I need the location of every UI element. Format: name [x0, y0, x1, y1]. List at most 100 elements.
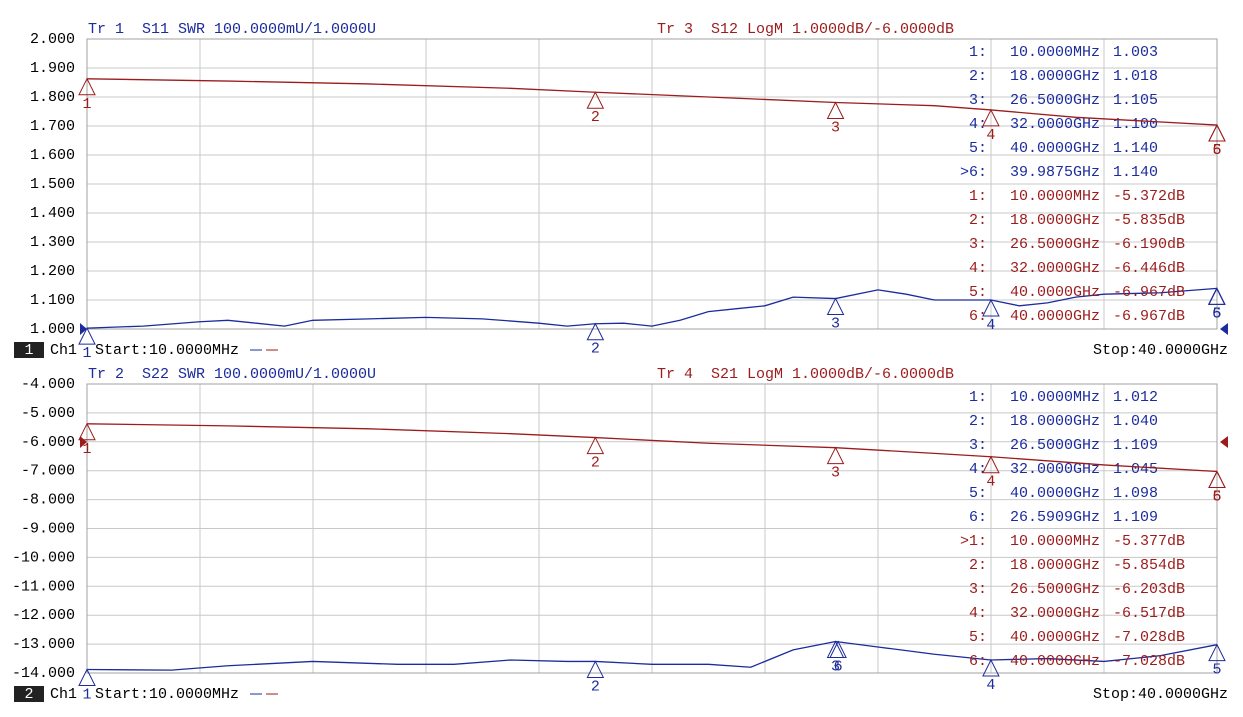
- marker-index: 4:: [969, 260, 987, 277]
- marker-label: 1: [82, 441, 91, 458]
- marker-label: 4: [986, 127, 995, 144]
- y-tick-label: 1.300: [30, 234, 75, 251]
- marker-value: -6.203dB: [1113, 581, 1185, 598]
- marker-label: 5: [1212, 142, 1221, 159]
- y-tick-label: -10.000: [12, 549, 75, 566]
- marker-index: 1:: [969, 389, 987, 406]
- marker-value: -5.377dB: [1113, 533, 1185, 550]
- y-tick-label: -8.000: [21, 492, 75, 509]
- channel-label: Ch1: [50, 686, 77, 703]
- plot-frame: [86, 383, 1218, 674]
- y-tick-label: 2.000: [30, 31, 75, 48]
- y-tick-label: 1.600: [30, 147, 75, 164]
- y-tick-label: -5.000: [21, 405, 75, 422]
- marker-frequency: 26.5000GHz: [1010, 581, 1100, 598]
- marker-value: -6.190dB: [1113, 236, 1185, 253]
- channel-label: Ch1: [50, 342, 77, 359]
- marker-index: 5:: [969, 629, 987, 646]
- marker-label: 4: [986, 474, 995, 491]
- marker-index: 4:: [969, 461, 987, 478]
- marker-label: 3: [831, 119, 840, 136]
- trace-header: Tr 4 S21 LogM 1.0000dB/-6.0000dB: [657, 366, 954, 383]
- marker-frequency: 40.0000GHz: [1010, 140, 1100, 157]
- y-tick-label: -9.000: [21, 520, 75, 537]
- marker-value: -6.446dB: [1113, 260, 1185, 277]
- marker-value: 1.045: [1113, 461, 1158, 478]
- marker-frequency: 40.0000GHz: [1010, 653, 1100, 670]
- marker-index: 1:: [969, 188, 987, 205]
- marker-index: 5:: [969, 485, 987, 502]
- marker-label: 5: [1212, 662, 1221, 679]
- marker-frequency: 39.9875GHz: [1010, 164, 1100, 181]
- marker-index: 4:: [969, 116, 987, 133]
- marker-label: 3: [831, 658, 840, 675]
- marker: [982, 658, 1000, 677]
- marker-value: -7.028dB: [1113, 653, 1185, 670]
- y-tick-label: 1.500: [30, 176, 75, 193]
- marker-value: -5.835dB: [1113, 212, 1185, 229]
- marker-label: 3: [831, 465, 840, 482]
- marker-frequency: 26.5909GHz: [1010, 509, 1100, 526]
- reference-arrow: [80, 436, 87, 448]
- marker-frequency: 32.0000GHz: [1010, 605, 1100, 622]
- y-tick-label: 1.000: [30, 321, 75, 338]
- y-tick-label: -11.000: [12, 578, 75, 595]
- marker: [586, 436, 605, 455]
- marker-value: -6.967dB: [1113, 308, 1185, 325]
- marker-value: 1.109: [1113, 509, 1158, 526]
- marker-index: 3:: [969, 236, 987, 253]
- marker-label: 5: [1212, 305, 1221, 322]
- y-tick-label: 1.100: [30, 292, 75, 309]
- marker-index: 1:: [969, 44, 987, 61]
- reference-arrow: [1220, 436, 1228, 448]
- plot-frame: [86, 38, 1218, 330]
- marker-label: 2: [591, 109, 600, 126]
- marker-label: 2: [591, 455, 600, 472]
- marker-label: 4: [986, 317, 995, 334]
- marker-label: 6: [1212, 305, 1221, 322]
- marker-frequency: 26.5000GHz: [1010, 92, 1100, 109]
- y-tick-label: -12.000: [12, 607, 75, 624]
- y-tick-label: 1.900: [30, 60, 75, 77]
- stop-frequency: Stop:40.0000GHz: [1093, 342, 1228, 359]
- trace-header: Tr 1 S11 SWR 100.0000mU/1.0000U: [88, 21, 376, 38]
- marker-frequency: 10.0000MHz: [1010, 533, 1100, 550]
- marker-label: 2: [591, 678, 600, 695]
- y-tick-label: -6.000: [21, 434, 75, 451]
- marker: [1208, 643, 1226, 662]
- marker: [826, 101, 845, 120]
- marker-frequency: 32.0000GHz: [1010, 461, 1100, 478]
- marker-frequency: 26.5000GHz: [1010, 437, 1100, 454]
- marker-frequency: 40.0000GHz: [1010, 308, 1100, 325]
- marker-frequency: 32.0000GHz: [1010, 116, 1100, 133]
- marker-index: 4:: [969, 605, 987, 622]
- channel-number: 2: [24, 686, 33, 703]
- marker: [78, 327, 96, 345]
- marker-frequency: 10.0000MHz: [1010, 188, 1100, 205]
- marker-value: 1.003: [1113, 44, 1158, 61]
- y-tick-label: -4.000: [21, 376, 75, 393]
- marker: [826, 297, 845, 316]
- y-tick-label: -13.000: [12, 636, 75, 653]
- y-tick-label: 1.200: [30, 263, 75, 280]
- y-tick-label: 1.800: [30, 89, 75, 106]
- start-frequency: Start:10.0000MHz: [95, 686, 239, 703]
- marker-label: 2: [591, 341, 600, 358]
- marker-label: 6: [1212, 142, 1221, 159]
- marker-value: -6.967dB: [1113, 284, 1185, 301]
- marker-frequency: 40.0000GHz: [1010, 629, 1100, 646]
- marker-value: 1.105: [1113, 92, 1158, 109]
- stop-frequency: Stop:40.0000GHz: [1093, 686, 1228, 703]
- marker-frequency: 18.0000GHz: [1010, 413, 1100, 430]
- marker-frequency: 26.5000GHz: [1010, 236, 1100, 253]
- marker: [982, 455, 1000, 474]
- marker-label: 1: [82, 96, 91, 113]
- marker-frequency: 32.0000GHz: [1010, 260, 1100, 277]
- trace-header: Tr 3 S12 LogM 1.0000dB/-6.0000dB: [657, 21, 954, 38]
- marker-index: 3:: [969, 92, 987, 109]
- marker-label: 1: [82, 345, 91, 362]
- channel-box: [14, 686, 44, 702]
- marker-value: -6.517dB: [1113, 605, 1185, 622]
- trace-header: Tr 2 S22 SWR 100.0000mU/1.0000U: [88, 366, 376, 383]
